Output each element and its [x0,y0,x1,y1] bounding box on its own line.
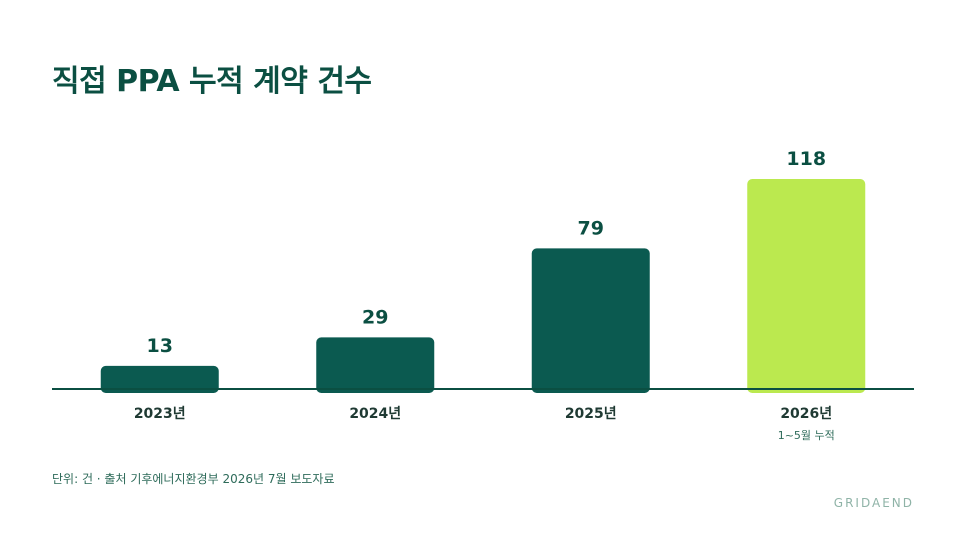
brand-logo: GRIDAEND [833,496,914,510]
source-note: 단위: 건 · 출처 기후에너지환경부 2026년 7월 보도자료 [52,472,335,486]
x-tick-label: 2026년 [780,406,832,422]
chart-title: 직접 PPA 누적 계약 건수 [52,64,372,99]
x-tick-label: 2023년 [134,406,186,422]
bar-2026년 [747,179,866,393]
x-tick-label: 2025년 [565,406,617,422]
data-label: 118 [786,148,826,170]
data-label: 79 [578,217,604,239]
bar-chart: 13 2023년 29 2024년 79 2025년 118 2026년 1~5월 누적 [52,148,914,442]
data-label: 13 [147,335,173,357]
data-label: 29 [362,306,388,328]
x-tick-label: 2024년 [349,406,401,422]
category-note: 1~5월 누적 [778,429,835,442]
bar-2025년 [531,248,650,393]
bar-2024년 [316,337,435,393]
bar-2023년 [100,365,219,393]
